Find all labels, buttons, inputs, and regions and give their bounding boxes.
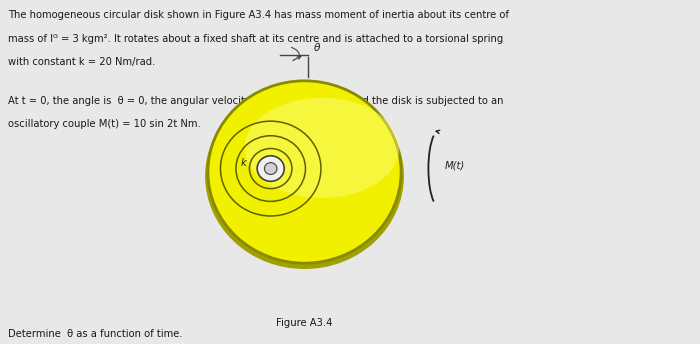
Text: k: k	[241, 158, 246, 168]
Text: with constant k = 20 Nm/rad.: with constant k = 20 Nm/rad.	[8, 57, 156, 67]
Text: oscillatory couple M(t) = 10 sin 2t Nm.: oscillatory couple M(t) = 10 sin 2t Nm.	[8, 119, 201, 129]
Text: Figure A3.4: Figure A3.4	[276, 318, 332, 328]
Text: Determine  θ as a function of time.: Determine θ as a function of time.	[8, 329, 183, 338]
Text: θ: θ	[314, 43, 320, 53]
Ellipse shape	[265, 163, 277, 174]
Text: mass of Iᴳ = 3 kgm². It rotates about a fixed shaft at its centre and is attache: mass of Iᴳ = 3 kgm². It rotates about a …	[8, 34, 503, 44]
Ellipse shape	[205, 83, 404, 269]
Text: M(t): M(t)	[444, 160, 465, 170]
Ellipse shape	[208, 81, 401, 263]
Text: The homogeneous circular disk shown in Figure A3.4 has mass moment of inertia ab: The homogeneous circular disk shown in F…	[8, 10, 510, 20]
Ellipse shape	[245, 98, 399, 198]
Ellipse shape	[257, 156, 284, 181]
Text: At t = 0, the angle is  θ = 0, the angular velocity is dθ//dt = 4 rad/s, and the: At t = 0, the angle is θ = 0, the angula…	[8, 96, 504, 106]
